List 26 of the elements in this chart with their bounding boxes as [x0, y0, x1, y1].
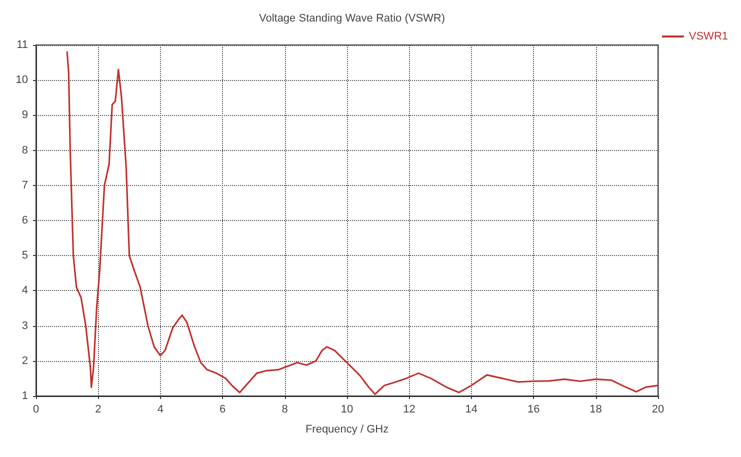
x-tick-label: 4 [157, 404, 164, 416]
y-tick-label: 3 [22, 320, 28, 332]
x-tick-label: 2 [95, 404, 102, 416]
x-tick-label: 8 [282, 404, 288, 416]
x-tick-label: 14 [465, 404, 478, 416]
x-tick-label: 16 [527, 404, 540, 416]
y-tick-label: 2 [22, 354, 28, 367]
x-tick-label: 6 [220, 404, 226, 416]
y-tick-label: 6 [22, 214, 28, 226]
y-tick-label: 11 [16, 39, 28, 51]
x-axis-title: Frequency / GHz [305, 424, 389, 436]
y-tick-label: 4 [22, 284, 28, 297]
x-tick-label: 0 [32, 404, 40, 416]
x-tick-label: 10 [340, 404, 354, 416]
chart-title: Voltage Standing Wave Ratio (VSWR) [258, 12, 446, 24]
y-tick-label: 9 [22, 109, 28, 122]
line-series [66, 51, 659, 396]
x-tick-label: 12 [403, 404, 416, 416]
y-tick-label: 10 [16, 74, 28, 86]
y-tick-label: 5 [22, 250, 28, 262]
y-tick-label: 1 [22, 390, 28, 402]
x-tick-label: 20 [652, 404, 664, 416]
y-tick-label: 7 [22, 179, 28, 192]
y-tick-label: 8 [22, 144, 28, 156]
x-tick-label: 18 [590, 404, 602, 416]
legend-label: VSWR1 [688, 30, 728, 42]
